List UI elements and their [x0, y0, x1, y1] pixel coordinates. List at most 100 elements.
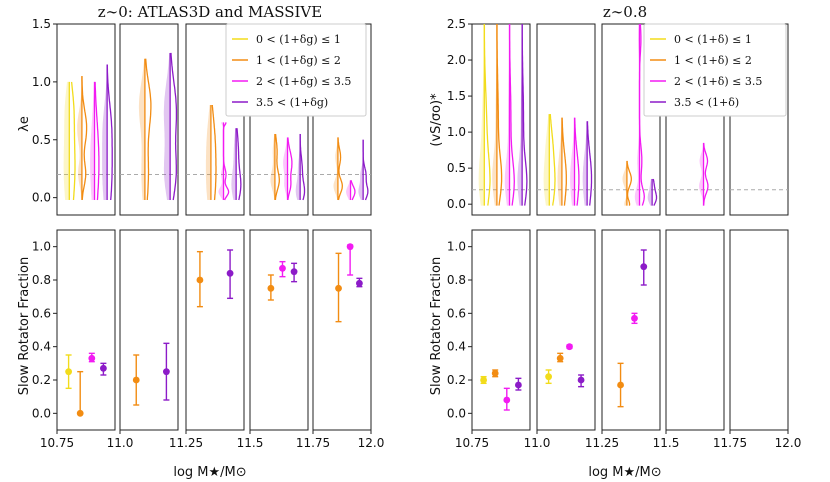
data-point	[480, 376, 487, 384]
panel-frame	[536, 229, 596, 431]
violin-outline	[70, 81, 76, 201]
violin-body	[270, 133, 275, 200]
right-bottom-panel	[665, 229, 725, 431]
left-bottom-y-axis-label: Slow Rotator Fraction	[17, 257, 32, 395]
x-tick-label: 10.75	[40, 436, 74, 450]
y-tick-label: 2.5	[447, 17, 466, 31]
y-tick-label: 0.6	[32, 306, 51, 320]
violin-body	[205, 105, 211, 200]
x-tick-label: 11.0	[524, 436, 551, 450]
right-chart: 0.0 0.5 1.0 1.5 2.0 2.5 0.0 0.2 0.4 0.6 0.8 1.0 10.7…	[447, 17, 801, 450]
data-point	[545, 373, 552, 381]
violin-outline	[94, 81, 100, 201]
x-tick-label: 11.25	[585, 436, 619, 450]
violin-outline	[652, 178, 658, 206]
violin-outline	[586, 121, 593, 206]
legend-label: 2 < (1+δ) ≤ 3.5	[674, 75, 762, 88]
violin-body	[63, 81, 70, 200]
data-point	[279, 264, 286, 272]
legend-label: 3.5 < (1+δ)	[674, 96, 739, 109]
violin-body	[163, 52, 171, 201]
violin-body	[582, 121, 588, 206]
violin-outline	[574, 117, 580, 206]
violin-outline	[236, 128, 242, 201]
y-tick-label: 0.8	[32, 273, 51, 287]
panel-frame	[729, 229, 789, 431]
series-4	[100, 249, 363, 401]
violin-outline	[211, 104, 217, 201]
violin-body	[231, 128, 237, 200]
panel-frame	[665, 229, 725, 431]
x-tick-label: 11.5	[653, 436, 680, 450]
left-figure-title: z∼0: ATLAS3D and MASSIVE	[98, 3, 322, 21]
violin-body	[358, 139, 364, 200]
panel-frame	[119, 23, 179, 216]
y-tick-label: 0.8	[447, 273, 466, 287]
x-tick-label: 12.0	[775, 436, 802, 450]
data-point	[132, 376, 140, 384]
violin-outline	[561, 117, 567, 206]
panel-frame	[56, 229, 116, 431]
panel-frame	[312, 229, 372, 431]
violin-body	[77, 76, 82, 200]
series-3	[88, 243, 354, 363]
y-tick-label: 0.4	[447, 340, 466, 354]
data-point	[163, 368, 170, 376]
series-1	[65, 354, 72, 390]
data-point	[226, 269, 234, 277]
data-point	[515, 381, 522, 389]
data-point	[556, 354, 564, 362]
data-point	[566, 343, 573, 351]
violin-body	[570, 117, 575, 206]
data-point	[631, 314, 638, 322]
y-tick-label: 0.0	[447, 406, 466, 420]
violin-body	[504, 24, 510, 206]
panel-frame	[185, 229, 245, 431]
x-tick-label: 11.75	[296, 436, 330, 450]
left-bottom-panel	[312, 229, 372, 431]
x-tick-label: 12.0	[358, 436, 385, 450]
violin-body	[492, 24, 497, 206]
y-tick-label: 1.0	[447, 125, 466, 139]
left-bottom-panel	[185, 229, 245, 431]
left-bottom-panel	[249, 229, 309, 431]
legend-label: 0 < (1+δ) ≤ 1	[674, 33, 752, 46]
legend-label: 1 < (1+δ) ≤ 2	[674, 54, 752, 67]
violin-body	[557, 117, 562, 206]
violin-outline	[626, 160, 632, 206]
data-point	[76, 409, 84, 417]
data-point	[356, 279, 363, 287]
left-x-axis-label: log M★/M⊙	[173, 465, 246, 480]
plot-area: 0.0 0.5 1.0 1.5 0.0 0.2 0.4 0.6 0.8 1.0 10.75 11.0 1…	[32, 17, 801, 450]
left-bottom-panel	[119, 229, 179, 431]
data-point	[65, 368, 72, 376]
panel-frame	[471, 229, 531, 431]
violin-body	[543, 114, 550, 206]
violin-body	[699, 142, 704, 206]
right-bottom-panel	[471, 229, 531, 431]
data-point	[100, 364, 107, 372]
x-tick-label: 11.5	[237, 436, 264, 450]
right-bottom-panel	[729, 229, 789, 431]
data-point	[335, 284, 342, 292]
series-4	[515, 249, 648, 391]
legend-label: 2 < (1+δg) ≤ 3.5	[256, 75, 351, 88]
y-tick-label: 0.0	[447, 197, 466, 211]
y-tick-label: 1.0	[32, 240, 51, 254]
series-3	[503, 312, 638, 411]
violin-outline	[287, 137, 293, 201]
series-1	[480, 369, 552, 385]
data-point	[290, 268, 298, 276]
x-tick-label: 11.25	[169, 436, 203, 450]
right-figure-title: z∼0.8	[603, 3, 647, 21]
x-tick-label: 11.0	[107, 436, 134, 450]
violin-body	[478, 24, 485, 206]
left-top-panel	[56, 23, 116, 216]
y-tick-label: 2.0	[447, 53, 466, 67]
series-2	[76, 250, 342, 417]
left-chart: 0.0 0.5 1.0 1.5 0.0 0.2 0.4 0.6 0.8 1.0 10.75 11.0 1…	[32, 17, 384, 450]
left-legend: 0 < (1+δg) ≤ 1 1 < (1+δg) ≤ 2 2 < (1+δg) ≤…	[225, 23, 367, 117]
y-tick-label: 0.6	[447, 306, 466, 320]
left-top-y-axis-label: λe	[17, 116, 32, 132]
